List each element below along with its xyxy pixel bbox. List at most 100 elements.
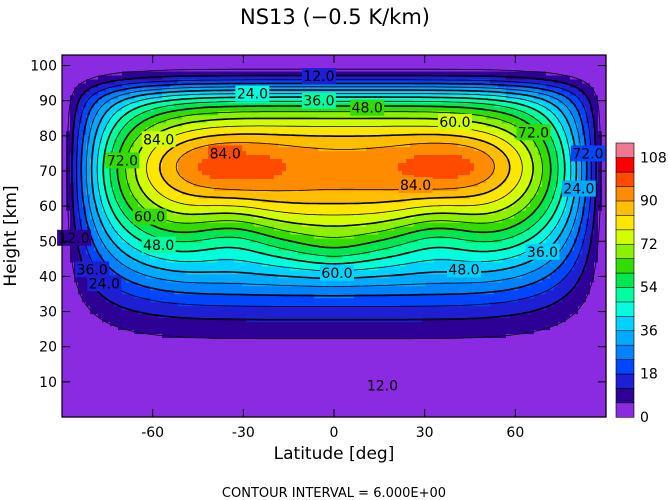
field-cell	[398, 365, 403, 370]
field-cell	[94, 293, 99, 299]
field-cell	[494, 405, 499, 410]
field-cell	[378, 313, 383, 319]
field-cell	[74, 329, 79, 335]
field-cell	[462, 301, 467, 307]
field-cell	[490, 329, 495, 335]
field-cell	[250, 329, 255, 335]
field-cell	[254, 349, 259, 354]
field-cell	[94, 341, 99, 346]
field-cell	[266, 301, 271, 307]
field-cell	[114, 389, 119, 394]
field-cell	[534, 385, 539, 390]
field-cell	[578, 409, 583, 414]
field-cell	[298, 321, 303, 327]
field-cell	[386, 357, 391, 362]
field-cell	[598, 333, 603, 339]
field-cell	[126, 301, 131, 307]
field-cell	[278, 349, 283, 354]
field-cell	[458, 389, 463, 394]
field-cell	[134, 313, 139, 319]
field-cell	[366, 313, 371, 319]
field-cell	[286, 413, 291, 418]
field-cell	[154, 297, 159, 303]
field-cell	[558, 341, 563, 346]
field-cell	[102, 321, 107, 327]
field-cell	[62, 405, 67, 410]
field-cell	[262, 345, 267, 350]
field-cell	[566, 273, 571, 279]
field-cell	[250, 393, 255, 398]
field-cell	[298, 369, 303, 374]
field-cell	[394, 409, 399, 414]
field-cell	[118, 301, 123, 307]
field-cell	[122, 409, 127, 414]
field-cell	[470, 353, 475, 358]
field-cell	[326, 365, 331, 370]
field-cell	[118, 409, 123, 414]
field-cell	[466, 305, 471, 311]
field-cell	[398, 397, 403, 402]
field-cell	[342, 361, 347, 366]
field-cell	[198, 401, 203, 406]
field-cell	[178, 353, 183, 358]
field-cell	[590, 361, 595, 366]
field-cell	[222, 305, 227, 311]
field-cell	[286, 297, 291, 303]
field-cell	[498, 309, 503, 315]
field-cell	[546, 293, 551, 299]
field-cell	[146, 365, 151, 370]
field-cell	[498, 329, 503, 335]
field-cell	[462, 289, 467, 295]
field-cell	[390, 409, 395, 414]
field-cell	[554, 285, 559, 291]
field-cell	[394, 329, 399, 335]
field-cell	[538, 337, 543, 343]
field-cell	[246, 393, 251, 398]
field-cell	[458, 293, 463, 299]
field-cell	[282, 361, 287, 366]
field-cell	[158, 329, 163, 335]
field-cell	[174, 341, 179, 346]
field-cell	[534, 349, 539, 354]
field-cell	[74, 341, 79, 346]
field-cell	[346, 301, 351, 307]
field-cell	[62, 301, 67, 307]
field-cell	[354, 341, 359, 346]
field-cell	[570, 409, 575, 414]
field-cell	[562, 289, 567, 295]
field-cell	[266, 365, 271, 370]
field-cell	[194, 409, 199, 414]
field-cell	[554, 297, 559, 303]
field-cell	[374, 361, 379, 366]
field-cell	[230, 309, 235, 315]
field-cell	[222, 369, 227, 374]
field-cell	[562, 333, 567, 339]
field-cell	[518, 345, 523, 350]
field-cell	[594, 381, 599, 386]
field-cell	[154, 369, 159, 374]
field-cell	[446, 397, 451, 402]
field-cell	[354, 349, 359, 354]
field-cell	[94, 305, 99, 311]
field-cell	[214, 289, 219, 295]
field-cell	[602, 405, 607, 410]
field-cell	[546, 389, 551, 394]
field-cell	[134, 373, 139, 378]
field-cell	[298, 285, 303, 291]
field-cell	[154, 337, 159, 343]
field-cell	[138, 313, 143, 319]
field-cell	[510, 321, 515, 327]
field-cell	[334, 369, 339, 374]
field-cell	[122, 333, 127, 339]
field-cell	[198, 329, 203, 335]
field-cell	[466, 289, 471, 295]
field-cell	[586, 413, 591, 418]
field-cell	[446, 357, 451, 362]
field-cell	[98, 405, 103, 410]
field-cell	[354, 277, 359, 283]
field-cell	[174, 361, 179, 366]
field-cell	[162, 305, 167, 311]
field-cell	[178, 313, 183, 319]
field-cell	[270, 333, 275, 339]
field-cell	[394, 373, 399, 378]
